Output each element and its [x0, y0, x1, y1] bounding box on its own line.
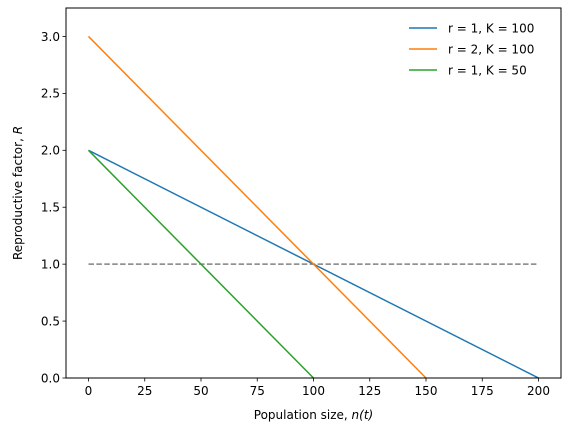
x-tick-label: 125 — [358, 384, 381, 398]
legend-label-3: r = 1, K = 50 — [448, 63, 527, 77]
legend-label-2: r = 2, K = 100 — [448, 42, 534, 56]
series-line-3 — [87, 149, 315, 378]
series-line-2 — [87, 35, 427, 378]
y-tick-label: 1.5 — [41, 201, 60, 215]
y-tick-label: 3.0 — [41, 30, 60, 44]
y-tick-label: 0.5 — [41, 314, 60, 328]
legend-label-1: r = 1, K = 100 — [448, 21, 534, 35]
x-tick-label: 100 — [302, 384, 325, 398]
legend: r = 1, K = 100 r = 2, K = 100 r = 1, K = 5… — [409, 21, 534, 77]
x-axis-label-variable: n(t) — [352, 408, 374, 422]
x-tick-label: 0 — [85, 384, 93, 398]
y-tick-label: 2.5 — [41, 87, 60, 101]
y-axis-ticks: 0.0 0.5 1.0 1.5 2.0 2.5 3.0 — [41, 30, 66, 385]
x-axis-label: Population size, n(t) — [254, 408, 373, 422]
y-tick-label: 2.0 — [41, 144, 60, 158]
x-tick-label: 75 — [250, 384, 265, 398]
y-axis-label-text: Reproductive factor, — [11, 134, 25, 260]
y-tick-label: 1.0 — [41, 257, 60, 271]
x-axis-label-text: Population size, — [254, 408, 352, 422]
y-axis-label-variable: R — [11, 126, 25, 134]
x-tick-label: 175 — [471, 384, 494, 398]
plot-series-group — [87, 35, 539, 378]
y-axis-label: Reproductive factor, R — [11, 126, 25, 260]
x-tick-label: 150 — [415, 384, 438, 398]
x-axis-ticks: 0 25 50 75 100 125 150 175 200 — [85, 378, 550, 398]
y-tick-label: 0.0 — [41, 371, 60, 385]
x-tick-label: 25 — [137, 384, 152, 398]
x-tick-label: 200 — [527, 384, 550, 398]
plot-area — [87, 35, 539, 378]
x-tick-label: 50 — [193, 384, 208, 398]
